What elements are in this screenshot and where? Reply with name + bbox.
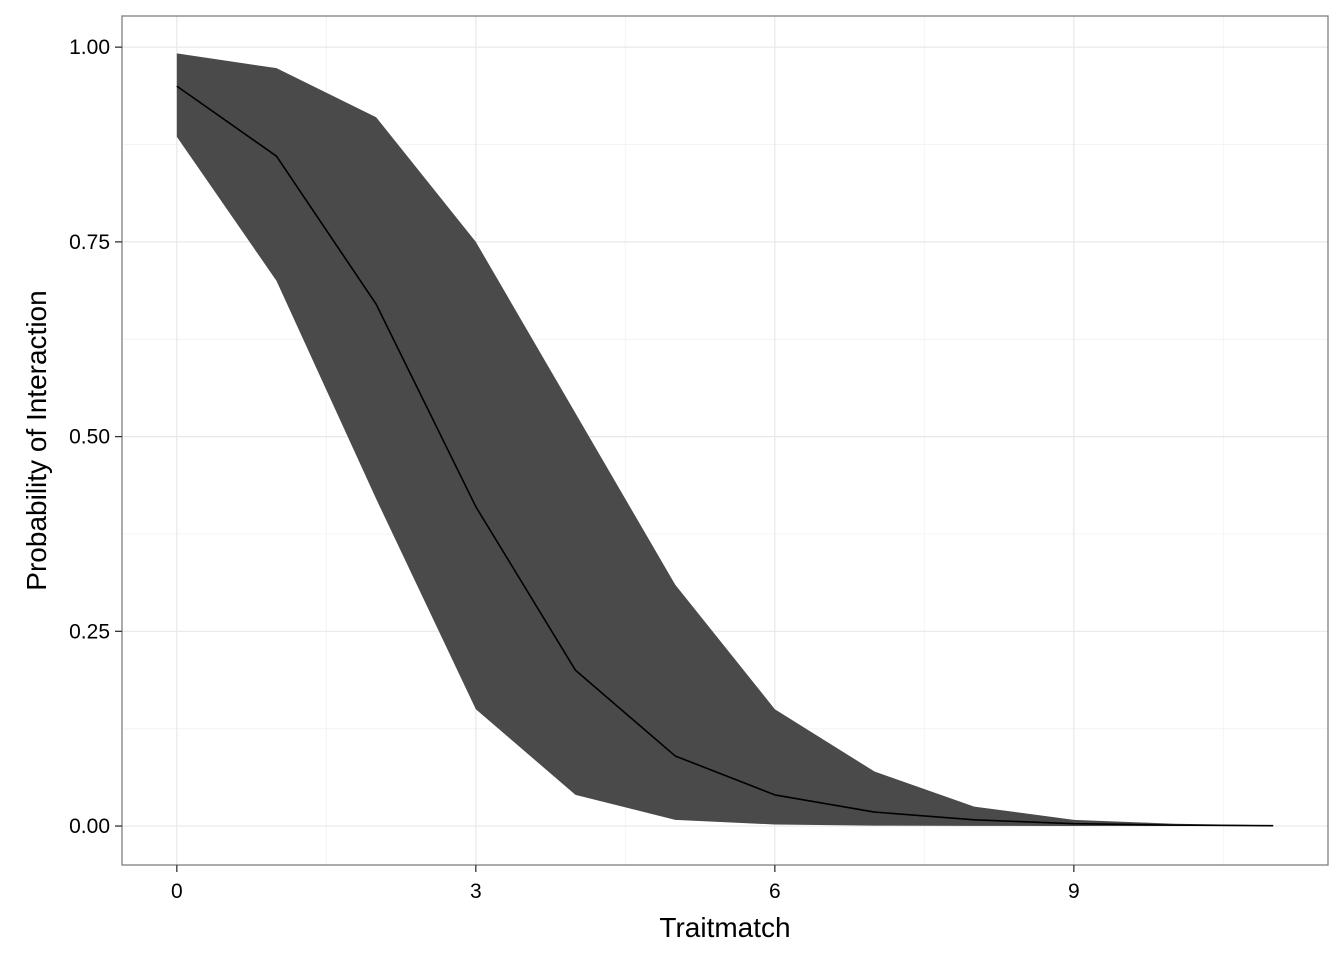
y-tick-label: 0.50 — [69, 426, 110, 449]
probability-line — [176, 85, 1274, 827]
axes: 0 3 6 9 0.00 0.25 0.50 0.75 1.00 — [69, 36, 1080, 903]
confidence-ribbon — [176, 53, 1274, 827]
y-tick-label: 0.75 — [69, 231, 110, 254]
panel-border — [121, 15, 1329, 866]
x-tick-label: 0 — [171, 880, 183, 903]
plot-marks — [176, 53, 1274, 827]
y-tick-label: 0.00 — [69, 815, 110, 838]
x-tick-label: 6 — [769, 880, 781, 903]
y-axis-title: Probability of Interaction — [21, 290, 52, 590]
x-tick-label: 3 — [470, 880, 482, 903]
y-tick-label: 0.25 — [69, 620, 110, 643]
x-tick-label: 9 — [1068, 880, 1080, 903]
y-tick-label: 1.00 — [69, 36, 110, 59]
x-axis-title: Traitmatch — [659, 912, 790, 943]
